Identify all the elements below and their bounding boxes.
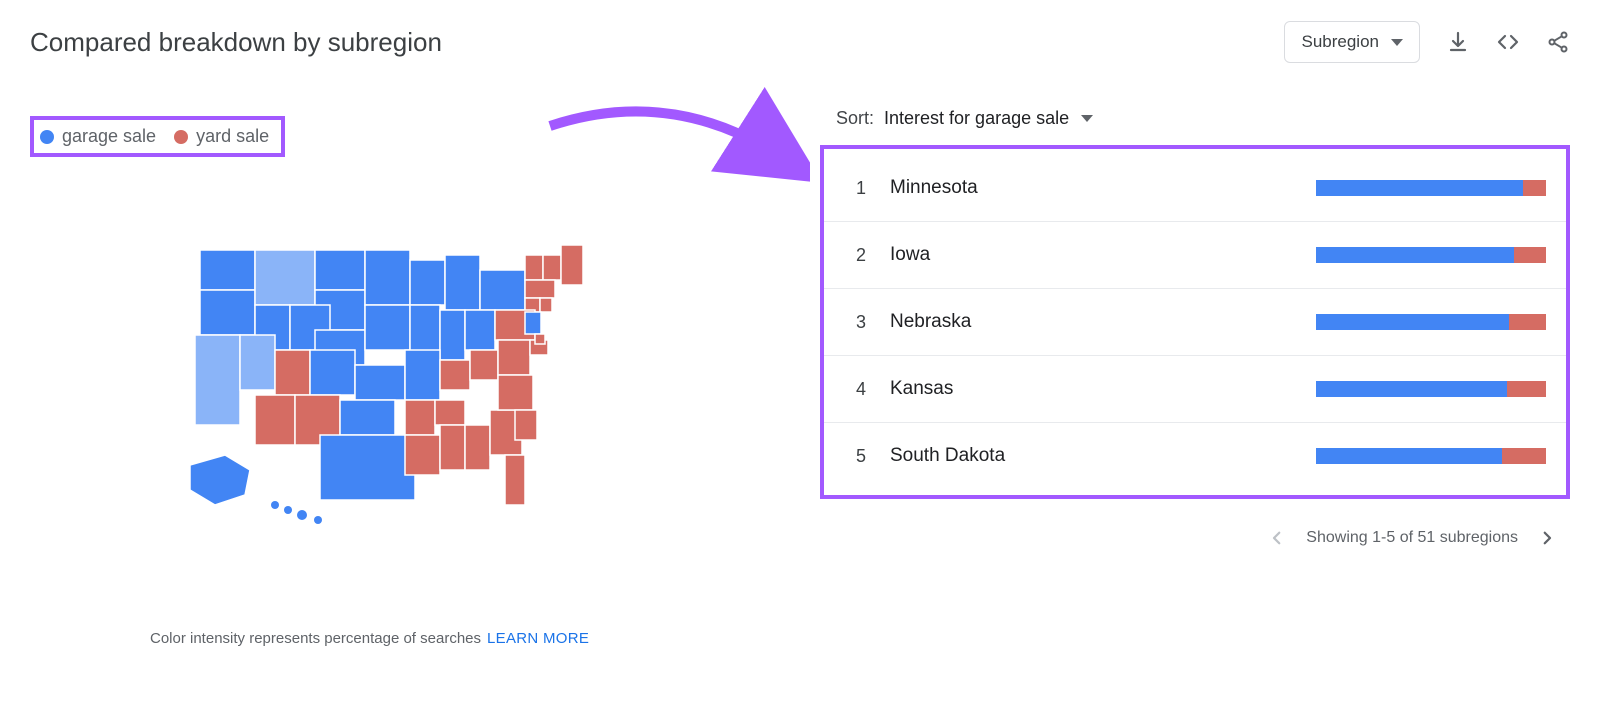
bar-segment-yard <box>1507 381 1546 397</box>
page-title: Compared breakdown by subregion <box>30 27 442 58</box>
legend-item: yard sale <box>174 126 269 147</box>
bar-segment-yard <box>1502 448 1546 464</box>
bar-segment-garage <box>1316 180 1523 196</box>
region-bar <box>1316 180 1546 196</box>
subregion-dropdown-label: Subregion <box>1301 32 1379 52</box>
legend-item: garage sale <box>40 126 156 147</box>
region-bar <box>1316 448 1546 464</box>
region-row[interactable]: 2 Iowa <box>824 222 1566 289</box>
share-icon[interactable] <box>1546 30 1570 54</box>
region-row[interactable]: 4 Kansas <box>824 356 1566 423</box>
pager-text: Showing 1-5 of 51 subregions <box>1306 529 1518 547</box>
region-rank: 4 <box>844 379 878 400</box>
pager-prev-icon[interactable] <box>1268 529 1286 547</box>
region-name: Minnesota <box>878 177 1316 199</box>
legend-dot-icon <box>40 130 54 144</box>
bar-segment-garage <box>1316 448 1502 464</box>
sort-dropdown[interactable]: Interest for garage sale <box>884 108 1093 129</box>
bar-segment-garage <box>1316 314 1509 330</box>
region-row[interactable]: 3 Nebraska <box>824 289 1566 356</box>
embed-icon[interactable] <box>1496 30 1520 54</box>
pager-next-icon[interactable] <box>1538 529 1556 547</box>
region-bar <box>1316 381 1546 397</box>
legend-box: garage sale yard sale <box>30 116 285 157</box>
sort-label: Sort: <box>836 108 874 129</box>
region-rank: 2 <box>844 245 878 266</box>
bar-segment-yard <box>1514 247 1546 263</box>
region-bar <box>1316 247 1546 263</box>
footnote-text: Color intensity represents percentage of… <box>150 630 481 647</box>
region-rank: 3 <box>844 312 878 333</box>
sort-value: Interest for garage sale <box>884 108 1069 129</box>
legend-label: yard sale <box>196 126 269 147</box>
region-name: South Dakota <box>878 445 1316 467</box>
download-icon[interactable] <box>1446 30 1470 54</box>
chevron-down-icon <box>1081 115 1093 122</box>
learn-more-link[interactable]: LEARN MORE <box>487 630 589 647</box>
region-row[interactable]: 1 Minnesota <box>824 155 1566 222</box>
region-name: Iowa <box>878 244 1316 266</box>
region-name: Nebraska <box>878 311 1316 333</box>
region-bar <box>1316 314 1546 330</box>
region-rank: 5 <box>844 446 878 467</box>
legend-dot-icon <box>174 130 188 144</box>
region-name: Kansas <box>878 378 1316 400</box>
annotation-arrow-icon <box>530 86 810 206</box>
bar-segment-garage <box>1316 247 1514 263</box>
region-list: 1 Minnesota 2 Iowa 3 <box>820 145 1570 499</box>
bar-segment-garage <box>1316 381 1507 397</box>
us-map[interactable] <box>180 230 630 550</box>
chevron-down-icon <box>1391 39 1403 46</box>
subregion-dropdown[interactable]: Subregion <box>1284 21 1420 63</box>
legend-label: garage sale <box>62 126 156 147</box>
region-rank: 1 <box>844 178 878 199</box>
bar-segment-yard <box>1523 180 1546 196</box>
region-row[interactable]: 5 South Dakota <box>824 423 1566 489</box>
bar-segment-yard <box>1509 314 1546 330</box>
